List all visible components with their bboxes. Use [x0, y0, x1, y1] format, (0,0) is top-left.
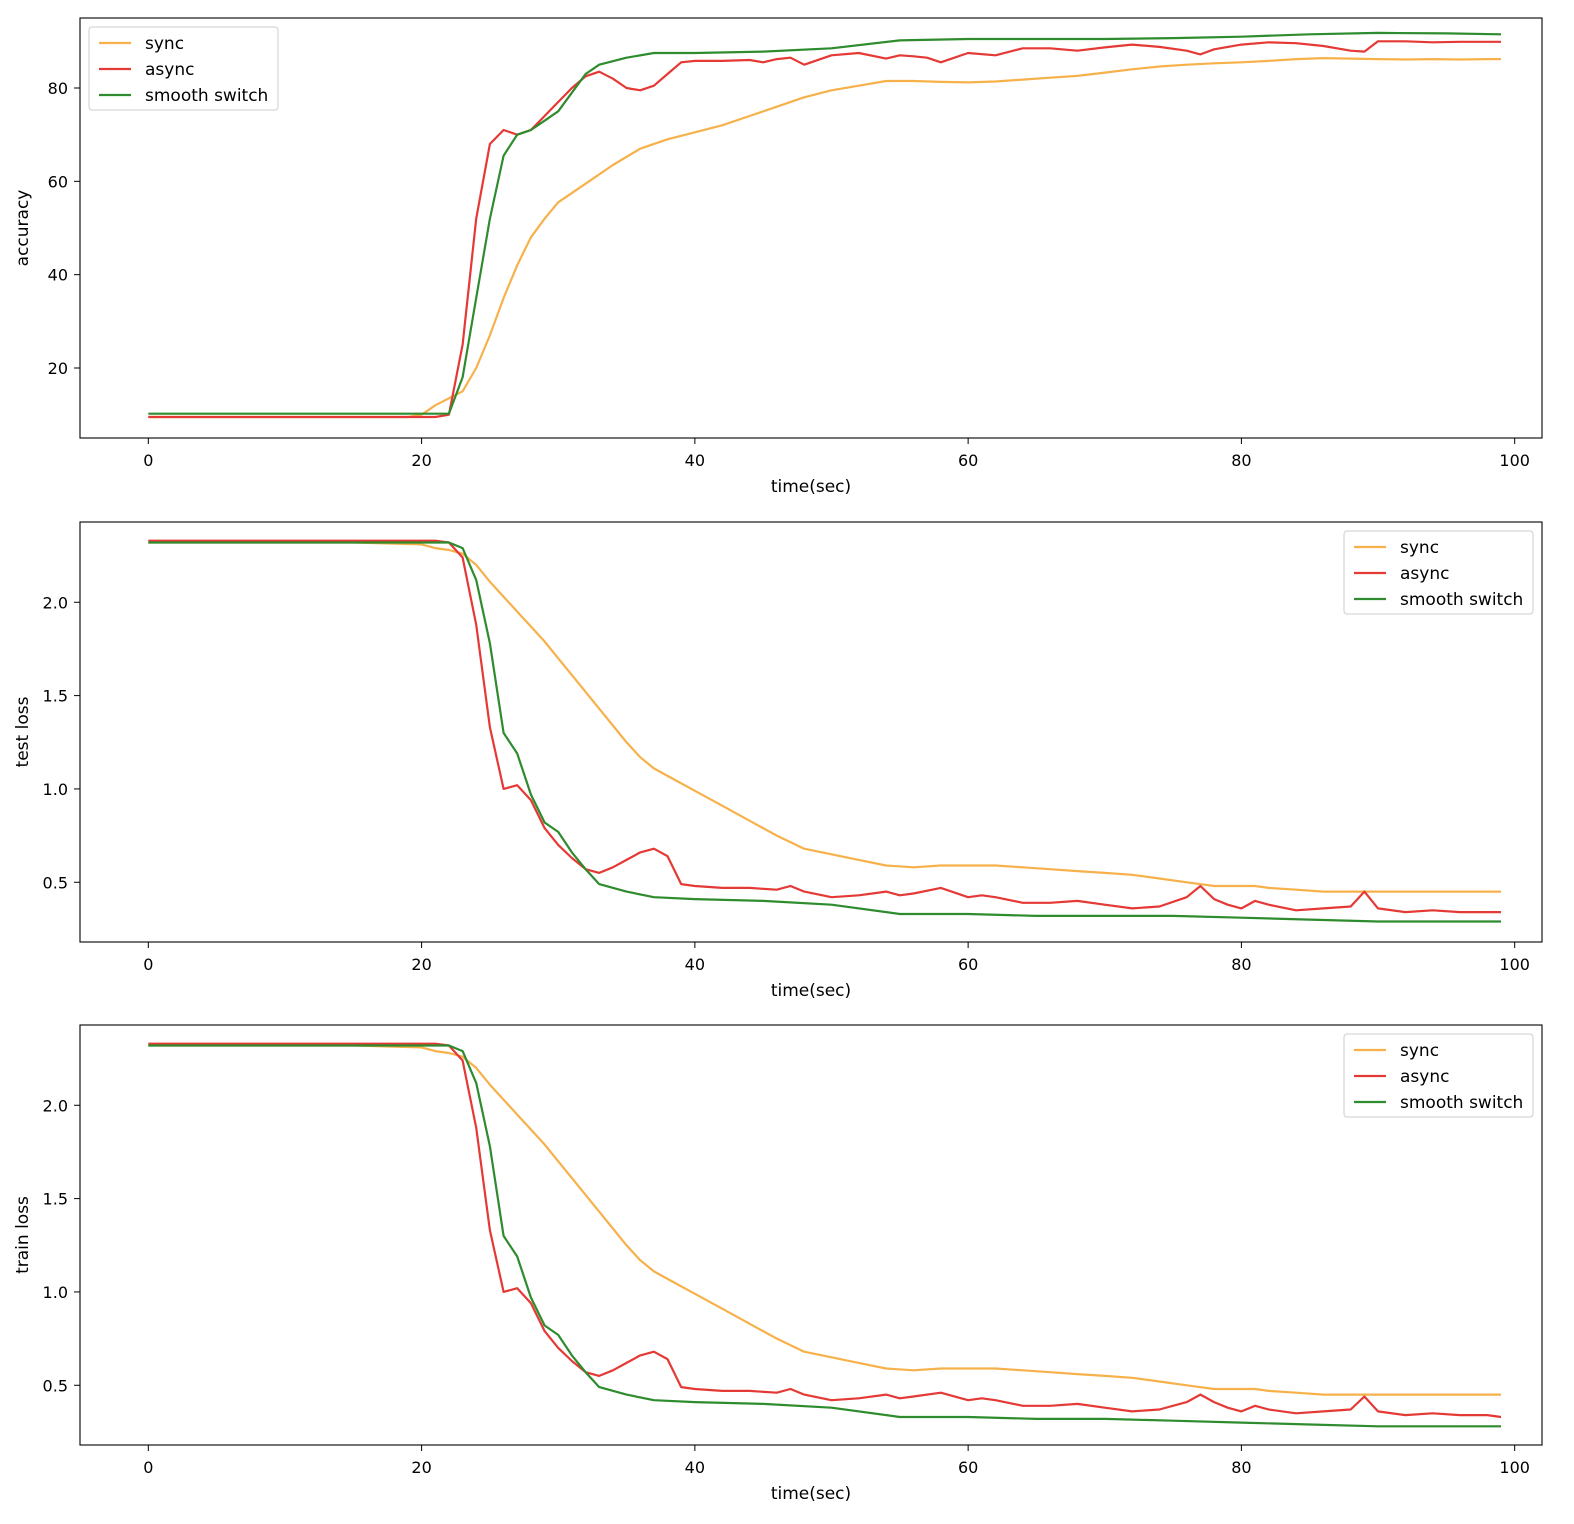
- x-tick-label: 80: [1231, 1458, 1251, 1477]
- x-tick-label: 40: [685, 451, 705, 470]
- series-line-async: [148, 539, 1501, 914]
- series-line-sync: [148, 1044, 1501, 1396]
- x-axis-label: time(sec): [771, 981, 851, 1001]
- x-axis-label: time(sec): [771, 1484, 851, 1504]
- legend-box: [1343, 530, 1534, 615]
- axes-frame: [79, 17, 1543, 439]
- y-tick-label: 1.5: [43, 1190, 68, 1209]
- y-axis-label: accuracy: [13, 190, 33, 267]
- series-line-sync: [148, 56, 1501, 419]
- subplot-1: 0 20 40 60 80 100 20 40 60 80 time(sec) accuracy syn…: [13, 17, 1543, 497]
- y-tick-label: 0.5: [43, 873, 68, 892]
- y-tick-label: 1.5: [43, 687, 68, 706]
- legend-label-smooth-switch: smooth switch: [1400, 590, 1523, 610]
- y-tick-label: 0.5: [43, 1376, 68, 1395]
- y-tick-label: 80: [48, 79, 68, 98]
- y-tick-label: 20: [48, 359, 68, 378]
- x-tick-label: 20: [411, 955, 431, 974]
- x-tick-label: 100: [1499, 1458, 1530, 1477]
- x-tick-label: 60: [958, 451, 978, 470]
- legend-box: [88, 26, 279, 111]
- y-axis-label: test loss: [13, 696, 33, 767]
- y-tick-label: 2.0: [43, 1096, 68, 1115]
- series-line-smooth-switch: [148, 1044, 1501, 1428]
- subplot-2: 0 20 40 60 80 100 0.5 1.0 1.5 2.0 time(sec) test lo…: [13, 521, 1543, 1001]
- y-tick-label: 2.0: [43, 593, 68, 612]
- legend-label-sync: sync: [1400, 1041, 1439, 1061]
- legend-label-smooth-switch: smooth switch: [1400, 1093, 1523, 1113]
- legend: sync async smooth switch: [1343, 1033, 1534, 1118]
- legend-label-sync: sync: [145, 34, 184, 54]
- y-tick-label: 60: [48, 172, 68, 191]
- x-tick-label: 20: [411, 1458, 431, 1477]
- legend-label-async: async: [1400, 564, 1449, 584]
- legend: sync async smooth switch: [88, 26, 279, 111]
- series-line-async: [148, 1042, 1502, 1419]
- x-tick-label: 40: [685, 955, 705, 974]
- legend-label-sync: sync: [1400, 538, 1439, 558]
- x-tick-label: 0: [143, 451, 153, 470]
- legend-label-smooth-switch: smooth switch: [145, 86, 268, 106]
- x-tick-label: 100: [1499, 955, 1530, 974]
- x-tick-label: 80: [1231, 451, 1251, 470]
- x-tick-label: 80: [1231, 955, 1251, 974]
- x-tick-label: 60: [958, 955, 978, 974]
- x-tick-label: 100: [1499, 451, 1530, 470]
- legend-box: [1343, 1033, 1534, 1118]
- y-tick-label: 1.0: [43, 780, 68, 799]
- y-tick-label: 40: [48, 266, 68, 285]
- series-line-async: [148, 40, 1501, 419]
- subplot-3: 0 20 40 60 80 100 0.5 1.0 1.5 2.0 time(sec) train l…: [13, 1024, 1543, 1504]
- x-tick-label: 0: [143, 1458, 153, 1477]
- x-tick-label: 40: [685, 1458, 705, 1477]
- axes-frame: [79, 1024, 1543, 1446]
- legend-label-async: async: [145, 60, 194, 80]
- x-axis-label: time(sec): [771, 477, 851, 497]
- x-tick-label: 20: [411, 451, 431, 470]
- y-tick-label: 1.0: [43, 1283, 68, 1302]
- x-tick-label: 60: [958, 1458, 978, 1477]
- y-axis-label: train loss: [13, 1196, 33, 1274]
- series-line-smooth-switch: [148, 31, 1502, 415]
- legend-label-async: async: [1400, 1067, 1449, 1087]
- series-line-sync: [148, 541, 1501, 893]
- x-tick-label: 0: [143, 955, 153, 974]
- axes-frame: [79, 521, 1543, 943]
- series-line-smooth-switch: [148, 541, 1501, 923]
- legend: sync async smooth switch: [1343, 530, 1534, 615]
